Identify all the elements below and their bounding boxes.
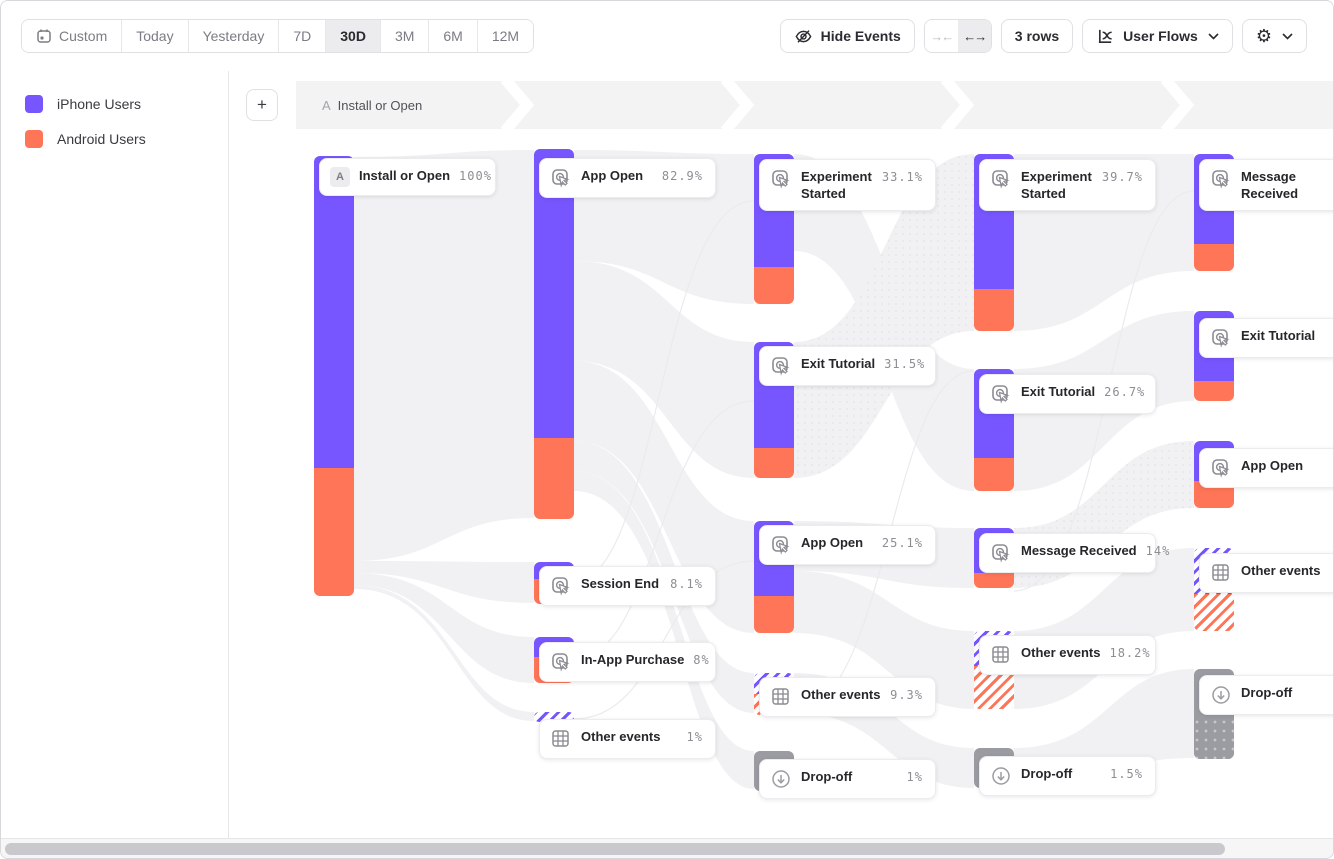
flow-node-card-other-events-4[interactable]: Other events (1199, 553, 1333, 593)
flow-node-card-session-end[interactable]: Session End 8.1% (539, 566, 716, 606)
iphone-users-swatch (25, 95, 43, 113)
step-label: Install or Open (337, 97, 423, 113)
step-header-band[interactable]: A Install or Open (296, 81, 1333, 129)
step-divider-chevron-icon (720, 81, 755, 129)
event-icon (990, 542, 1012, 564)
drop-off-icon (770, 768, 792, 790)
step-divider-chevron-icon (940, 81, 975, 129)
rows-button[interactable]: 3 rows (1000, 19, 1074, 53)
expand-columns-button[interactable]: ←→ (957, 20, 991, 52)
step-1-header: A Install or Open (322, 98, 422, 113)
flow-node-bar-app-open[interactable] (534, 149, 574, 519)
settings-menu-button[interactable]: ⚙ (1241, 19, 1307, 53)
date-preset-7d[interactable]: 7D (279, 20, 327, 52)
view-selector-button[interactable]: User Flows (1082, 19, 1233, 53)
date-preset-today[interactable]: Today (122, 20, 189, 52)
horizontal-scrollbar[interactable] (1, 838, 1333, 858)
event-icon (550, 651, 572, 673)
chevron-down-icon (1208, 32, 1219, 40)
calendar-icon (36, 28, 52, 44)
hide-events-button[interactable]: Hide Events (779, 19, 915, 53)
flow-node-card-drop-off-3[interactable]: Drop-off (1199, 675, 1333, 715)
flow-node-card-other-events[interactable]: Other events 1% (539, 719, 716, 759)
collapse-columns-button[interactable]: →← (924, 20, 958, 52)
flow-node-card-message-received[interactable]: Message Received 14% (979, 533, 1169, 573)
flow-node-card-install-or-open[interactable]: A Install or Open 100% (319, 158, 496, 196)
flow-node-card-drop-off[interactable]: Drop-off 1% (759, 759, 936, 799)
date-preset-6m[interactable]: 6M (429, 20, 478, 52)
flow-node-card-drop-off-2[interactable]: Drop-off 1.5% (979, 756, 1156, 796)
horizontal-scrollbar-thumb[interactable] (5, 843, 1225, 855)
legend-item-android-users[interactable]: Android Users (25, 130, 228, 148)
expand-arrows-icon: ←→ (963, 28, 987, 44)
step-badge: A (322, 97, 331, 113)
plus-icon: + (257, 95, 267, 114)
event-icon (770, 355, 792, 377)
flow-ribbons (354, 150, 1195, 789)
toolbar-right: Hide Events →← ←→ 3 rows User Flows ⚙ (779, 19, 1307, 53)
date-preset-label: Custom (59, 28, 108, 44)
date-preset-custom[interactable]: Custom (22, 20, 123, 52)
step-divider-chevron-icon (500, 81, 535, 129)
date-preset-12m[interactable]: 12M (477, 20, 534, 52)
grid-icon (550, 728, 572, 750)
rows-label: 3 rows (1014, 28, 1060, 44)
event-icon (1210, 168, 1232, 190)
legend-label: iPhone Users (57, 96, 142, 112)
gear-icon: ⚙ (1255, 25, 1272, 46)
event-a-badge: A (330, 167, 350, 187)
toolbar: Custom Today Yesterday 7D 30D 3M 6M 12M … (1, 1, 1333, 71)
event-icon (770, 168, 792, 190)
flow-node-card-app-open-2[interactable]: App Open 25.1% (759, 525, 936, 565)
flow-node-card-exit-tutorial[interactable]: Exit Tutorial 31.5% (759, 346, 936, 386)
flow-node-bar-other-events[interactable] (534, 712, 574, 722)
flow-node-card-other-events-3[interactable]: Other events 18.2% (979, 635, 1156, 675)
event-icon (990, 168, 1012, 190)
step-divider-chevron-icon (1160, 81, 1195, 129)
eye-off-icon (794, 27, 813, 46)
date-preset-30d[interactable]: 30D (326, 20, 381, 52)
grid-icon (770, 686, 792, 708)
event-icon (550, 167, 572, 189)
body: iPhone Users Android Users (1, 71, 1333, 840)
drop-off-icon (1210, 684, 1232, 706)
legend-item-iphone-users[interactable]: iPhone Users (25, 95, 228, 113)
drop-off-icon (990, 765, 1012, 787)
flow-node-card-app-open[interactable]: App Open 82.9% (539, 158, 716, 198)
chevron-down-icon (1282, 32, 1293, 40)
legend-sidebar: iPhone Users Android Users (1, 71, 229, 840)
user-flows-icon (1096, 28, 1115, 45)
flow-node-card-in-app-purchase[interactable]: In-App Purchase 8% (539, 642, 716, 682)
flow-node-card-message-received-2[interactable]: Message Received (1199, 159, 1333, 211)
legend-label: Android Users (57, 131, 146, 147)
date-preset-3m[interactable]: 3M (380, 20, 430, 52)
grid-icon (990, 644, 1012, 666)
event-icon (770, 534, 792, 556)
view-selector-label: User Flows (1123, 28, 1198, 44)
flow-node-card-exit-tutorial-3[interactable]: Exit Tutorial (1199, 318, 1333, 358)
flow-canvas: A Install or Open + A Install or Open 10… (229, 71, 1333, 840)
collapse-expand-toggle: →← ←→ (923, 19, 992, 53)
flow-node-card-app-open-3[interactable]: App Open (1199, 448, 1333, 488)
flow-node-card-experiment-started[interactable]: Experiment Started 33.1% (759, 159, 936, 211)
android-users-swatch (25, 130, 43, 148)
grid-icon (1210, 562, 1232, 584)
flow-node-bar-install-or-open[interactable] (314, 156, 354, 596)
flow-node-card-exit-tutorial-2[interactable]: Exit Tutorial 26.7% (979, 374, 1156, 414)
hide-events-label: Hide Events (820, 28, 901, 44)
flow-node-card-other-events-2[interactable]: Other events 9.3% (759, 677, 936, 717)
collapse-arrows-icon: →← (930, 28, 954, 44)
event-icon (550, 575, 572, 597)
date-range-group: Custom Today Yesterday 7D 30D 3M 6M 12M (21, 19, 535, 53)
add-step-button[interactable]: + (246, 89, 278, 121)
date-preset-yesterday[interactable]: Yesterday (188, 20, 280, 52)
event-icon (1210, 327, 1232, 349)
event-icon (990, 383, 1012, 405)
event-icon (1210, 457, 1232, 479)
flow-node-card-experiment-started-2[interactable]: Experiment Started 39.7% (979, 159, 1156, 211)
